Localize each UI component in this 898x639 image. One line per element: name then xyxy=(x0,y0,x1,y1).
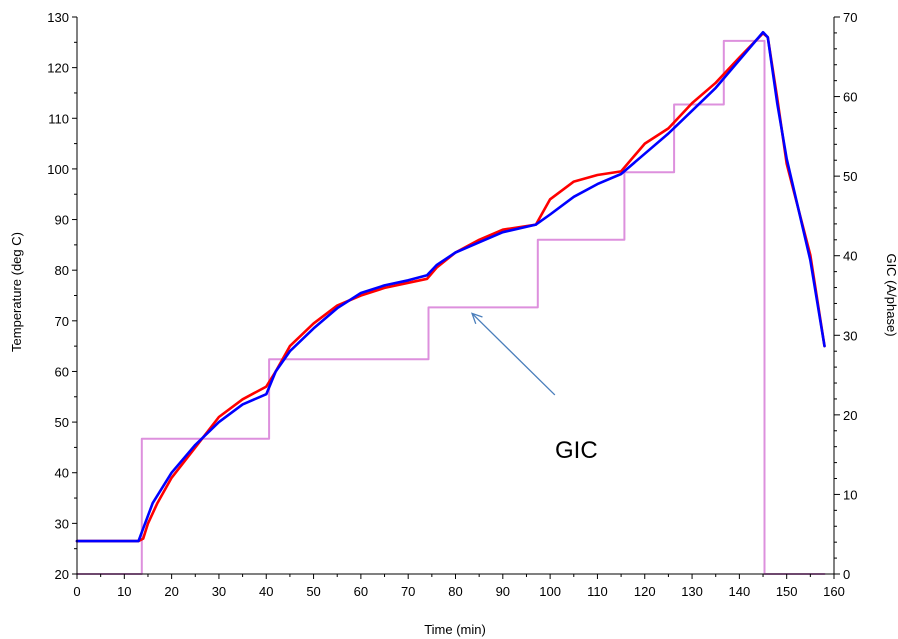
y2-tick-label: 60 xyxy=(843,90,857,105)
y2-tick-label: 20 xyxy=(843,408,857,423)
x-tick-label: 160 xyxy=(823,584,845,599)
x-tick-label: 40 xyxy=(259,584,273,599)
lines-layer xyxy=(75,30,826,543)
x-tick-label: 130 xyxy=(681,584,703,599)
gic-layer xyxy=(76,39,826,575)
y-tick-label: 110 xyxy=(48,111,69,126)
temperature-series-line-2 xyxy=(75,30,826,543)
x-tick-label: 90 xyxy=(496,584,510,599)
y-tick-label: 50 xyxy=(55,415,69,430)
y-tick-label: 20 xyxy=(55,567,69,582)
annotation-arrowhead xyxy=(470,312,483,325)
y-tick-label: 60 xyxy=(55,364,69,379)
x-tick-label: 150 xyxy=(776,584,798,599)
x-tick-label: 120 xyxy=(634,584,656,599)
y-tick-label: 100 xyxy=(47,162,69,177)
temperature-series-line-1 xyxy=(75,31,826,543)
y-axis-title: Temperature (deg C) xyxy=(9,232,24,352)
x-tick-label: 80 xyxy=(448,584,462,599)
axes-layer: 0 10 20 30 40 50 60 70 80 90 100 110 120 130 140 150 160… xyxy=(47,10,857,599)
y2-tick-label: 50 xyxy=(843,169,857,184)
y2-tick-label: 70 xyxy=(843,10,857,25)
y-tick-label: 30 xyxy=(55,516,69,531)
y-tick-label: 120 xyxy=(47,61,69,76)
y-tick-label: 40 xyxy=(55,466,69,481)
x-tick-label: 110 xyxy=(587,584,608,599)
annotation-arrow xyxy=(471,312,556,396)
x-tick-label: 50 xyxy=(306,584,320,599)
x-tick-label: 10 xyxy=(117,584,131,599)
x-tick-label: 30 xyxy=(212,584,226,599)
y-tick-label: 80 xyxy=(55,263,69,278)
x-tick-label: 60 xyxy=(354,584,368,599)
x-tick-label: 140 xyxy=(729,584,751,599)
annotation-layer: GIC xyxy=(470,312,598,464)
y-tick-label: 130 xyxy=(47,10,69,25)
annotation-label: GIC xyxy=(555,437,598,464)
y-tick-label: 70 xyxy=(55,314,69,329)
gic-series-line xyxy=(76,39,826,575)
y2-tick-label: 10 xyxy=(843,487,857,502)
y2-tick-label: 30 xyxy=(843,328,857,343)
x-axis-title: Time (min) xyxy=(424,622,486,637)
y2-tick-label: 0 xyxy=(843,567,850,582)
x-tick-label: 70 xyxy=(401,584,415,599)
y-tick-label: 90 xyxy=(55,213,69,228)
y2-axis-title: GIC (A/phase) xyxy=(884,253,898,336)
x-tick-label: 100 xyxy=(539,584,561,599)
x-tick-label: 20 xyxy=(164,584,178,599)
y2-tick-label: 40 xyxy=(843,249,857,264)
x-tick-label: 0 xyxy=(73,584,80,599)
